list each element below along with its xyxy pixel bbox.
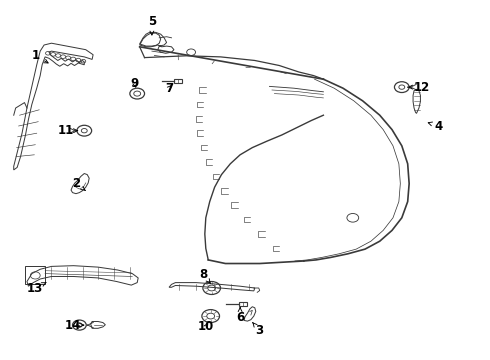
Text: 2: 2 (72, 177, 85, 190)
Text: 4: 4 (428, 120, 442, 132)
Text: 7: 7 (165, 82, 173, 95)
Text: 13: 13 (27, 282, 46, 294)
Text: 11: 11 (58, 124, 77, 137)
Text: 12: 12 (408, 81, 430, 94)
Text: 5: 5 (148, 15, 156, 35)
Bar (239, 302, 247, 306)
Text: 3: 3 (253, 323, 264, 337)
Text: 14: 14 (64, 319, 84, 332)
Text: 1: 1 (31, 49, 48, 63)
Text: 6: 6 (236, 308, 244, 324)
Text: 10: 10 (197, 320, 214, 333)
Text: 8: 8 (199, 268, 210, 283)
Text: 9: 9 (131, 77, 139, 90)
Bar (25, 266, 45, 284)
Bar (174, 79, 182, 83)
